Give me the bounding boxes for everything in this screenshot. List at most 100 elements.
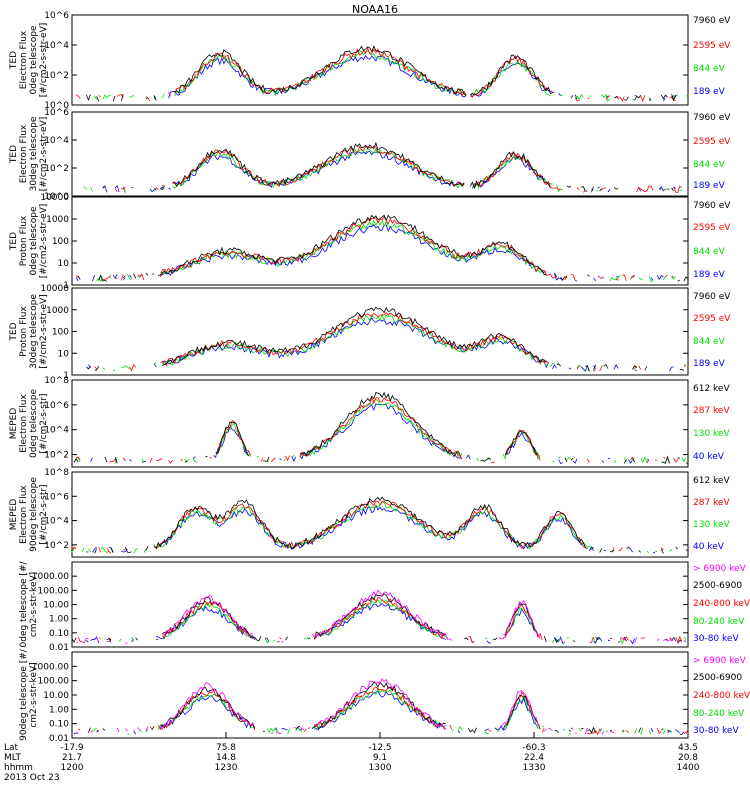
y-tick-label: 10 (58, 259, 70, 269)
y-axis-label: Electron Flux (19, 394, 29, 453)
legend-entry: 2500-6900 (693, 673, 742, 683)
y-tick-label: 10^4 (44, 136, 69, 146)
legend-entry: 240-800 keV (693, 599, 750, 609)
legend-entry: 189 eV (693, 181, 726, 191)
series-trace (94, 311, 686, 372)
y-axis-label: 0deg telescope [#/ (19, 561, 29, 648)
legend-entry: 80-240 keV (693, 617, 745, 627)
series-trace (76, 398, 686, 463)
legend-entry: 130 keV (693, 520, 730, 530)
y-tick-label: 1000 (46, 306, 69, 316)
series-trace (98, 598, 687, 645)
legend-entry: 130 keV (693, 429, 730, 439)
y-tick-label: 10000 (40, 284, 69, 294)
y-tick-label: 10^0 (44, 101, 69, 111)
panel-ted-e-0: 10^0 10^2 10^4 10^6 TED Electron Flux 0deg tel… (9, 11, 731, 111)
y-tick-label: 1000.00 (32, 572, 69, 582)
series-trace (76, 399, 687, 464)
y-tick-label: 10^2 (44, 451, 69, 461)
legend-entry: 2595 eV (693, 223, 731, 233)
y-axis-label: Electron Flux (19, 124, 29, 183)
y-axis-label: [#/cm2-s-str-eV] (39, 294, 49, 369)
series-trace (103, 143, 678, 192)
y-axis-label: 0deg telescope (29, 389, 39, 459)
y-tick-label: 10^2 (44, 164, 69, 174)
y-tick-label: 100 (52, 328, 69, 338)
series-trace (97, 221, 686, 282)
y-axis-label: Electron Flux (19, 30, 29, 89)
y-axis-label: 30deg telescope (29, 116, 39, 191)
x-tick-hhmm: 1300 (369, 763, 392, 773)
legend-entry: 40 keV (693, 542, 725, 552)
y-tick-label: 0.01 (49, 643, 69, 653)
y-tick-label: 10^2 (44, 71, 69, 81)
x-tick-lat: -12.5 (368, 743, 391, 753)
legend-entry: 80-240 keV (693, 709, 745, 719)
y-tick-label: 10^6 (44, 108, 69, 118)
y-axis-label: 0deg telescope (29, 25, 39, 95)
panel-frame (71, 111, 689, 197)
series-trace (86, 505, 675, 553)
panel-frame (71, 379, 689, 468)
legend-entry: 612 keV (693, 476, 730, 486)
date-label: 2013 Oct 23 (4, 773, 60, 783)
y-tick-label: 10.00 (43, 601, 69, 611)
legend-entry: 7960 eV (693, 113, 731, 123)
series-trace (91, 404, 684, 463)
y-axis-label: TED (9, 322, 19, 341)
legend-entry: 844 eV (693, 337, 726, 347)
legend-entry: 189 eV (693, 270, 726, 280)
legend-entry: 287 keV (693, 498, 730, 508)
y-axis-label: [#/cm2-s-str] (39, 393, 49, 453)
y-axis-label: Proton Flux (19, 306, 29, 357)
series-trace (73, 681, 685, 735)
y-axis-label: Proton Flux (19, 215, 29, 266)
legend-entry: 7960 eV (693, 201, 731, 211)
panel-meped-e-0: 10^2 10^4 10^6 10^8 MEPED Electron Flux 0deg t… (9, 376, 730, 468)
series-trace (76, 691, 688, 734)
legend-entry: 7960 eV (693, 292, 731, 302)
y-tick-label: 10.00 (43, 691, 69, 701)
y-tick-label: 0.10 (49, 720, 69, 730)
y-tick-label: 1.00 (49, 615, 69, 625)
series-trace (72, 502, 688, 553)
x-tick-hhmm: 1200 (61, 763, 84, 773)
y-axis-label: 90deg telescope [#/ (19, 648, 29, 741)
legend-entry: 844 eV (693, 64, 726, 74)
x-tick-lat: -60.3 (522, 743, 545, 753)
series-trace (78, 686, 689, 736)
series-trace (90, 678, 687, 735)
legend-entry: 40 keV (693, 452, 725, 462)
figure-title: NOAA16 (352, 3, 398, 16)
y-tick-label: 10^4 (44, 426, 69, 436)
y-axis-label: Electron Flux (19, 485, 29, 544)
y-tick-label: 10^6 (44, 492, 69, 502)
y-axis-label: [#/cm2-s-str-eV] (39, 23, 49, 98)
legend-entry: 2595 eV (693, 41, 731, 51)
x-tick-lat: 75.8 (216, 743, 236, 753)
series-trace (76, 217, 684, 281)
x-tick-hhmm: 1330 (523, 763, 546, 773)
x-row-label: hhmm (4, 763, 33, 773)
y-tick-label: 10^6 (44, 11, 69, 21)
x-tick-hhmm: 1230 (215, 763, 238, 773)
y-tick-label: 1 (63, 371, 69, 381)
y-tick-label: 100.00 (38, 586, 70, 596)
panel-meped-e-90: 10^2 10^4 10^6 10^8 MEPED Electron Flux 90deg … (9, 468, 730, 558)
series-trace (114, 145, 683, 193)
y-tick-label: 1 (63, 281, 69, 291)
series-trace (76, 48, 686, 101)
panel-ted-e-30: 10^0 10^2 10^4 10^6 TED Electron Flux 30deg te… (9, 108, 731, 202)
y-tick-label: 10000 (40, 193, 69, 203)
series-trace (77, 214, 689, 282)
y-tick-label: 1.00 (49, 705, 69, 715)
series-trace (94, 50, 689, 102)
x-tick-mlt: 9.1 (373, 753, 387, 763)
legend-entry: 189 eV (693, 87, 726, 97)
y-axis-label: MEPED (9, 499, 19, 531)
y-axis-label: 0deg telescope (29, 206, 39, 276)
